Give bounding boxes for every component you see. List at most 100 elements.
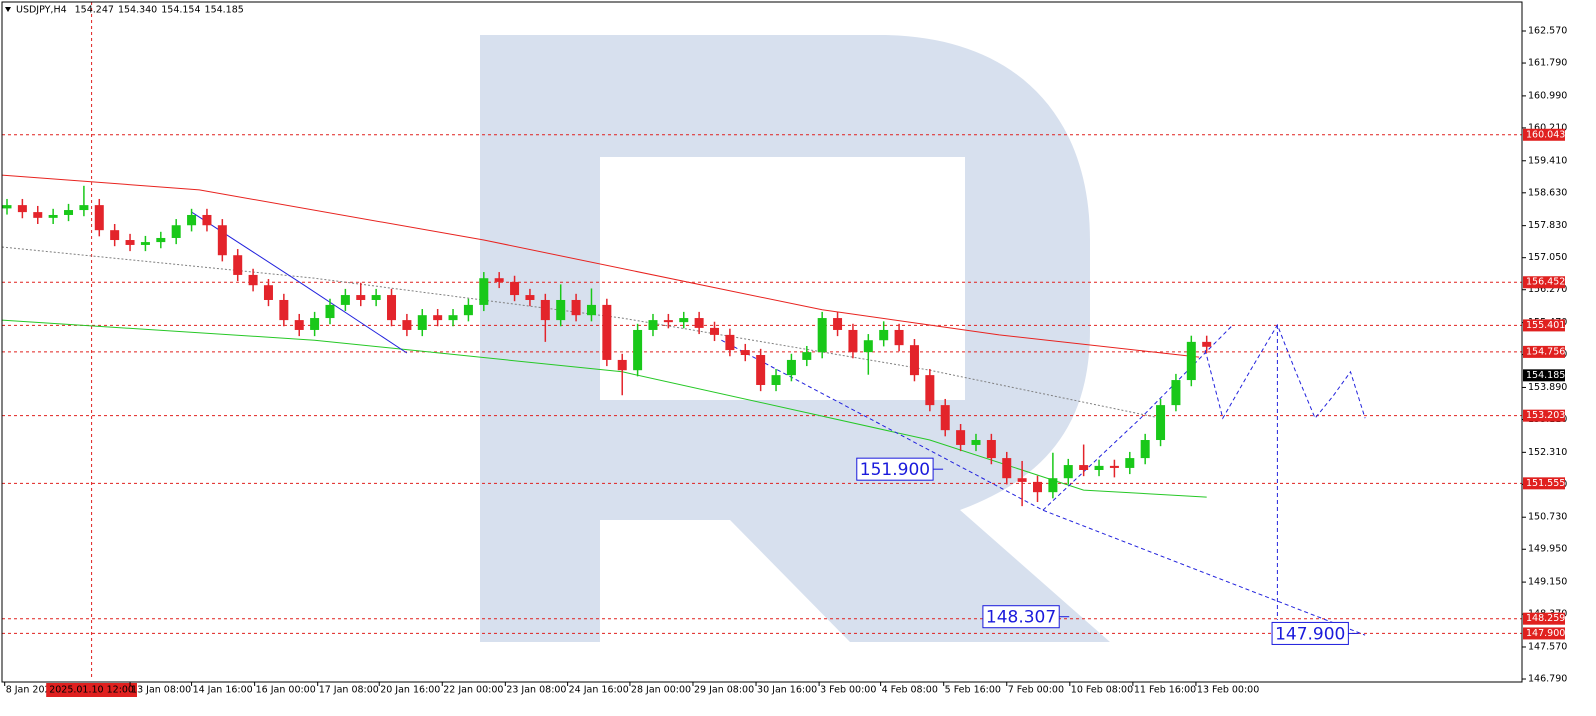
candle-body: [279, 299, 289, 321]
candle-body: [1033, 481, 1043, 493]
candle-body: [833, 318, 843, 330]
candle-body: [402, 320, 412, 330]
header: USDJPY,H4 154.247 154.340 154.154 154.185: [5, 5, 244, 16]
candle-body: [556, 299, 566, 321]
header-value: 154.154: [161, 5, 200, 16]
x-tick-label: 14 Jan 16:00: [193, 685, 253, 696]
x-tick-label: 16 Jan 00:00: [256, 685, 316, 696]
level-label-box: [1523, 319, 1565, 332]
x-tick-label: 24 Jan 16:00: [569, 685, 629, 696]
candle-body: [356, 295, 366, 300]
y-tick-label: 160.990: [1528, 90, 1567, 101]
candle-body: [956, 430, 966, 445]
level-label: 148.259: [1526, 613, 1565, 624]
x-tick-label: 7 Feb 00:00: [1008, 685, 1064, 696]
candle-body: [540, 299, 550, 321]
x-tick-label: 17 Jan 08:00: [319, 685, 379, 696]
cursor-label: 2025.01.10 12:00: [49, 685, 134, 696]
level-label: 153.203: [1526, 410, 1565, 421]
x-tick-label: 28 Jan 00:00: [631, 685, 691, 696]
plot-layer: 151.900 148.307 147.900: [1, 174, 1366, 645]
x-tick-label: 10 Feb 08:00: [1071, 685, 1133, 696]
candle-body: [494, 278, 504, 282]
candle-body: [2, 205, 12, 209]
y-tick-label: 146.790: [1528, 674, 1567, 685]
candle-body: [171, 225, 181, 238]
candle-body: [125, 240, 135, 245]
target-label: 148.307: [986, 608, 1056, 628]
candle-body: [1202, 341, 1212, 347]
candle-body: [879, 329, 889, 341]
level-label: 151.555: [1526, 478, 1565, 489]
candle-body: [233, 255, 243, 275]
y-tick-label: 160.210: [1528, 122, 1567, 133]
y-tick-label: 152.310: [1528, 447, 1567, 458]
indicator-line: [1042, 324, 1234, 511]
candle-body: [633, 329, 643, 371]
level-label-box: [1523, 345, 1565, 358]
candle-body: [1063, 465, 1073, 479]
candle-body: [1109, 465, 1119, 468]
candle-body: [1079, 465, 1089, 470]
candle-body: [1140, 440, 1150, 459]
symbol-title: USDJPY,H4: [16, 5, 67, 16]
plot-frame: [1, 1, 1523, 683]
candle-body: [387, 295, 397, 321]
candle-body: [1094, 465, 1104, 470]
candle-body: [771, 375, 781, 385]
level-label: 156.452: [1526, 277, 1565, 288]
level-label-box: [1523, 128, 1565, 141]
candle-body: [894, 329, 904, 346]
x-tick-label: 22 Jan 00:00: [443, 685, 503, 696]
x-tick-label: 5 Feb 16:00: [945, 685, 1001, 696]
x-tick-label: 30 Jan 16:00: [757, 685, 817, 696]
y-tick-label: 150.730: [1528, 512, 1567, 523]
candle-body: [1002, 458, 1012, 479]
level-label-box: [1523, 612, 1565, 625]
x-tick-label: 20 Jan 16:00: [380, 685, 440, 696]
level-label-box: [1523, 627, 1565, 640]
x-tick-label: 8 Jan 2025: [6, 685, 57, 696]
x-tick-label: 13 Feb 00:00: [1197, 685, 1259, 696]
candle-body: [263, 285, 273, 300]
indicator-line: [721, 339, 1366, 636]
y-tick-label: 161.790: [1528, 58, 1567, 69]
indicator-line: [1, 174, 1200, 358]
candle-body: [725, 334, 735, 351]
candle-body: [479, 278, 489, 305]
candle-body: [986, 440, 996, 459]
candle-body: [786, 359, 796, 376]
candle-body: [79, 205, 89, 211]
level-label: 147.900: [1526, 628, 1565, 639]
candle-body: [740, 350, 750, 356]
y-tick-label: 149.150: [1528, 577, 1567, 588]
y-tick-label: 159.410: [1528, 155, 1567, 166]
candle-body: [187, 214, 197, 226]
candle-body: [1156, 405, 1166, 441]
level-label: 155.401: [1526, 320, 1565, 331]
candle-body: [248, 274, 258, 286]
y-tick-label: 149.950: [1528, 544, 1567, 555]
candle-body: [463, 304, 473, 316]
candle-body: [202, 214, 212, 226]
candle-body: [17, 205, 27, 213]
candle-body: [294, 320, 304, 330]
header-value: 154.247: [75, 5, 114, 16]
candle-body: [64, 210, 74, 215]
y-tick-label: 156.270: [1528, 284, 1567, 295]
candle-body: [33, 212, 43, 218]
candle-body: [140, 242, 150, 245]
current-price-box: [1523, 369, 1565, 382]
candle-body: [217, 225, 227, 256]
y-tick-label: 157.050: [1528, 252, 1567, 263]
candle-body: [694, 318, 704, 328]
candle-body: [433, 315, 443, 321]
level-label-box: [1523, 409, 1565, 422]
candle-body: [971, 440, 981, 445]
level-label-box: [1523, 276, 1565, 289]
current-price-label: 154.185: [1526, 370, 1565, 381]
menu-arrow[interactable]: [5, 7, 11, 12]
candle-body: [1186, 341, 1196, 381]
target-label: 151.900: [860, 460, 930, 480]
